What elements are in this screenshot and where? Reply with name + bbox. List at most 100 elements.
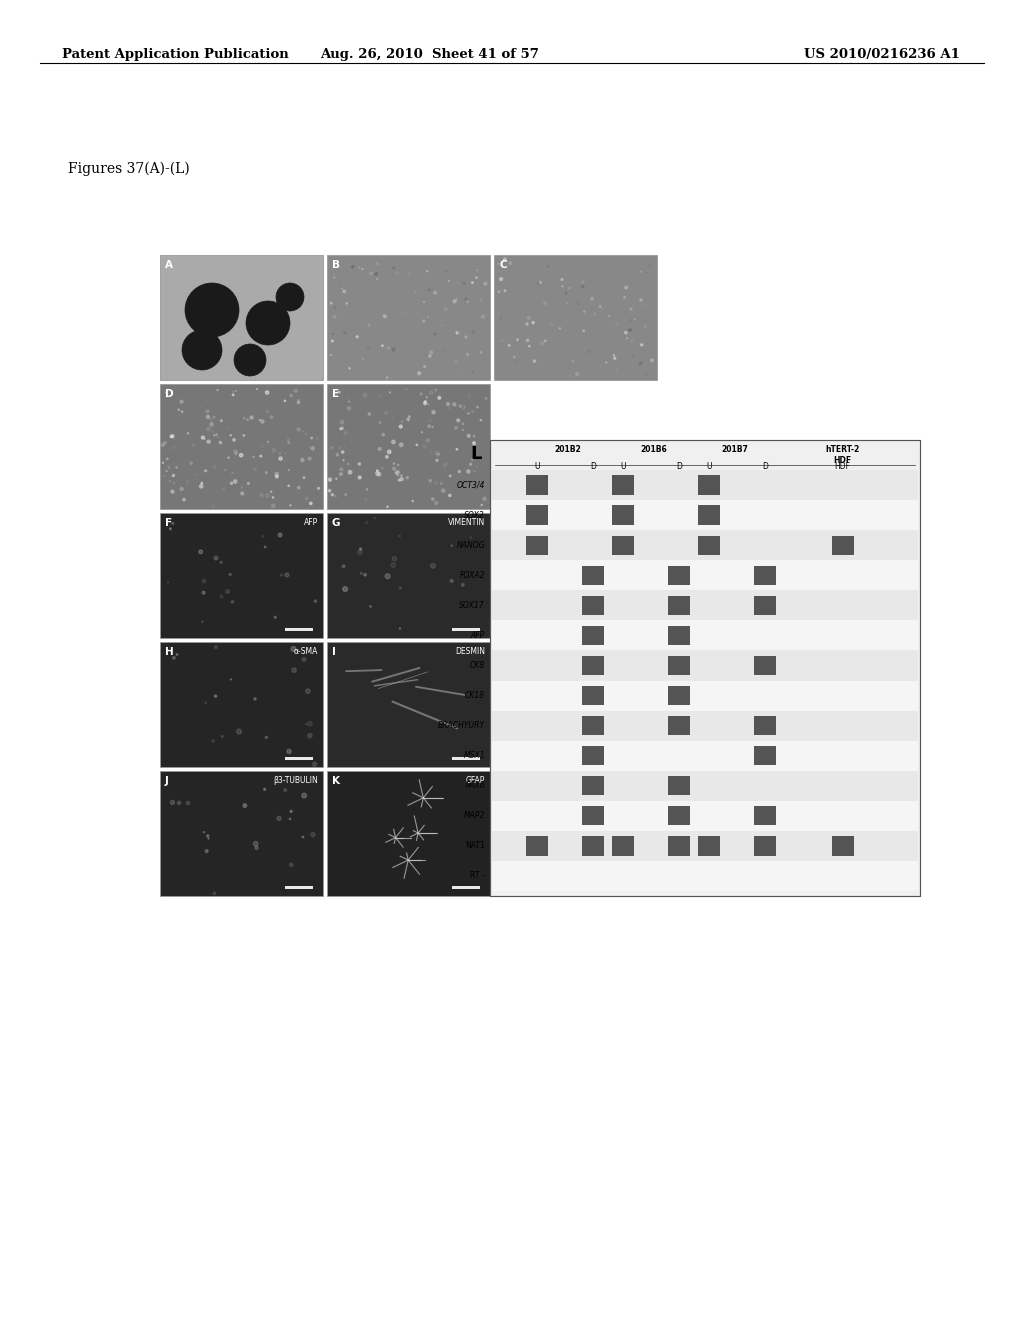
Circle shape [207,416,209,418]
Circle shape [234,345,266,376]
Circle shape [311,437,312,438]
Circle shape [329,490,331,492]
Circle shape [550,323,552,326]
Circle shape [430,450,433,454]
Circle shape [176,653,178,655]
Circle shape [398,535,400,537]
Text: I: I [332,647,336,657]
Circle shape [167,458,168,459]
Circle shape [347,407,350,409]
Circle shape [357,550,362,554]
Circle shape [381,467,383,469]
Text: H: H [165,647,174,657]
Circle shape [434,333,436,335]
Circle shape [200,484,203,488]
Circle shape [480,420,481,421]
Circle shape [451,579,454,582]
Bar [327,513,490,638]
Circle shape [253,841,258,846]
Circle shape [219,441,221,444]
Circle shape [287,440,290,441]
Circle shape [212,739,215,742]
Circle shape [290,818,291,820]
Bar [492,651,918,681]
Circle shape [436,459,438,461]
Circle shape [340,473,342,475]
Circle shape [547,265,549,268]
Text: OCT3/4: OCT3/4 [457,480,485,490]
Text: U: U [707,462,712,471]
Circle shape [385,412,387,414]
Circle shape [531,322,535,323]
Circle shape [285,400,286,401]
Circle shape [470,463,472,465]
Bar [583,656,604,675]
Circle shape [302,430,304,432]
Circle shape [361,347,364,350]
Bar [669,595,690,615]
Circle shape [162,444,164,446]
Circle shape [645,272,646,273]
Circle shape [290,395,292,397]
Text: 201B6: 201B6 [640,445,667,454]
Circle shape [418,372,421,375]
Bar [755,595,776,615]
Bar [452,756,480,760]
Bar [583,715,604,735]
Circle shape [266,494,269,498]
Bar [831,837,854,855]
Text: Figures 37(A)-(L): Figures 37(A)-(L) [68,162,189,177]
Circle shape [241,487,243,488]
Text: MSX1: MSX1 [464,751,485,760]
Text: K: K [332,776,340,785]
Circle shape [214,645,217,648]
Circle shape [513,356,515,358]
Circle shape [336,454,339,455]
Circle shape [272,449,275,453]
Circle shape [288,442,290,444]
Circle shape [344,331,346,334]
Circle shape [471,281,473,284]
Circle shape [333,315,336,318]
Circle shape [232,393,233,396]
Circle shape [246,301,290,345]
Text: SOX2: SOX2 [464,511,485,520]
Text: Patent Application Publication: Patent Application Publication [62,48,289,61]
Circle shape [509,261,512,264]
Circle shape [345,494,346,495]
Circle shape [462,422,464,425]
Bar [669,776,690,796]
Circle shape [410,264,412,267]
Bar [583,686,604,705]
Circle shape [516,355,517,356]
Bar [492,710,918,741]
Circle shape [305,433,307,436]
Circle shape [409,416,411,417]
Circle shape [265,471,267,474]
Circle shape [376,471,379,475]
Circle shape [440,483,442,484]
Circle shape [435,451,438,455]
Text: RT -: RT - [470,871,485,880]
Circle shape [447,354,449,356]
Bar [327,642,490,767]
Circle shape [455,360,458,363]
Circle shape [416,445,418,446]
Circle shape [329,478,332,482]
Text: MAP2: MAP2 [464,812,485,820]
Bar [669,656,690,675]
Circle shape [284,789,287,792]
Circle shape [359,548,361,550]
Circle shape [214,696,217,697]
Circle shape [392,467,395,470]
Bar [755,837,776,855]
Circle shape [630,319,632,322]
Circle shape [438,396,440,399]
Text: U: U [621,462,626,471]
Text: J: J [165,776,169,785]
Text: C: C [499,260,507,271]
Circle shape [254,467,257,471]
Circle shape [591,298,593,300]
Bar [612,837,634,855]
Circle shape [358,463,360,465]
